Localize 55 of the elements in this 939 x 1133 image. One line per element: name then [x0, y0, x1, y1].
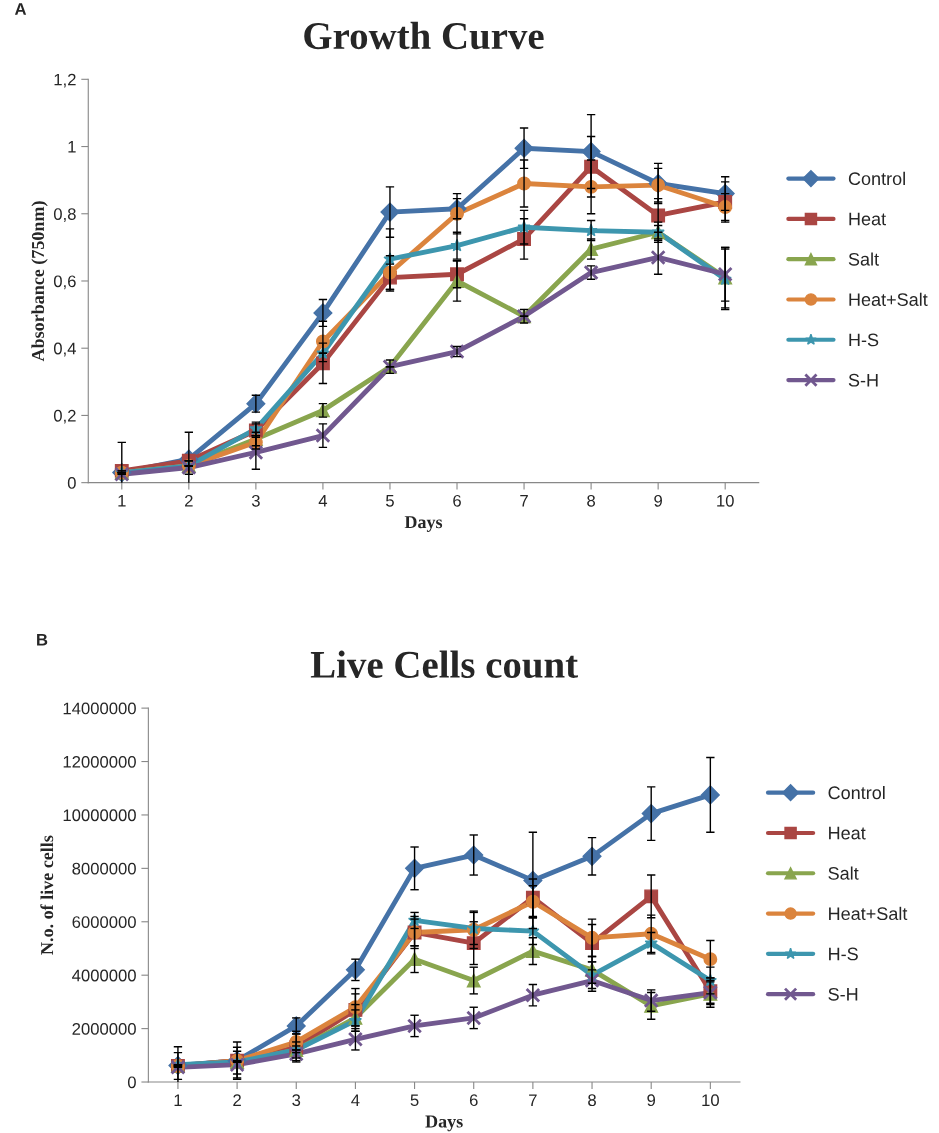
legend-label: H-S: [829, 947, 858, 961]
x-tick-label: 10: [702, 1094, 719, 1107]
x-tick-label: 6: [469, 1094, 478, 1107]
x-tick-label: 4: [351, 1094, 360, 1106]
chart-title: Growth Curve: [304, 21, 544, 50]
x-tick-label: 7: [529, 1094, 537, 1106]
legend-label: H-S: [849, 333, 879, 347]
x-tick-label: 1: [118, 495, 126, 507]
x-tick-label: 5: [410, 1094, 419, 1107]
legend-label: S-H: [848, 373, 878, 387]
y-tick-label: 1: [68, 141, 76, 153]
legend-label: Heat+Salt: [829, 906, 908, 921]
chart-title: Live Cells count: [310, 650, 578, 679]
y-axis-title: N.o. of live cells: [40, 835, 54, 955]
legend-label: Heat+Salt: [849, 292, 928, 306]
y-tick-label: 1,2: [54, 73, 76, 88]
x-axis-title: Days: [425, 1115, 463, 1132]
x-tick-label: 8: [588, 1094, 596, 1107]
x-tick-label: 5: [386, 495, 394, 507]
x-tick-label: 3: [251, 494, 260, 507]
y-tick-label: 8000000: [72, 862, 136, 875]
x-tick-label: 1: [174, 1094, 182, 1106]
legend-label: S-H: [828, 987, 858, 1001]
legend-label: Heat: [829, 826, 866, 840]
x-tick-label: 4: [318, 495, 328, 507]
y-tick-label: 2000000: [72, 1023, 136, 1035]
x-tick-label: 10: [717, 494, 734, 507]
legend-label: Heat: [849, 212, 886, 226]
y-tick-label: 6000000: [72, 916, 136, 928]
y-tick-label: 0,8: [53, 208, 76, 222]
text: A: [14, 3, 27, 15]
x-tick-label: 8: [587, 494, 596, 507]
x-tick-label: 2: [233, 1094, 241, 1106]
legend-label: Control: [848, 171, 905, 186]
x-tick-label: 7: [520, 495, 528, 507]
x-tick-label: 9: [647, 1094, 656, 1107]
y-tick-label: 0: [67, 477, 76, 489]
y-tick-label: 0: [127, 1076, 136, 1089]
x-tick-label: 2: [185, 494, 193, 507]
y-tick-label: 10000000: [63, 809, 136, 822]
legend-label: Control: [828, 785, 885, 800]
x-tick-label: 3: [292, 1094, 301, 1107]
y-tick-label: 12000000: [63, 755, 136, 768]
y-axis-title: Absorbance (750nm): [31, 201, 48, 362]
y-tick-label: 0,6: [53, 275, 76, 290]
y-tick-label: 14000000: [63, 702, 136, 715]
y-tick-label: 4000000: [72, 969, 136, 982]
x-axis-title: Days: [404, 516, 443, 532]
x-tick-label: 6: [453, 494, 461, 507]
text: B: [37, 633, 48, 646]
legend-label: Salt: [848, 252, 879, 266]
y-tick-label: 0,2: [53, 409, 76, 424]
y-tick-label: 0,4: [53, 342, 76, 357]
x-tick-label: 9: [654, 494, 662, 507]
legend-label: Salt: [828, 866, 859, 880]
